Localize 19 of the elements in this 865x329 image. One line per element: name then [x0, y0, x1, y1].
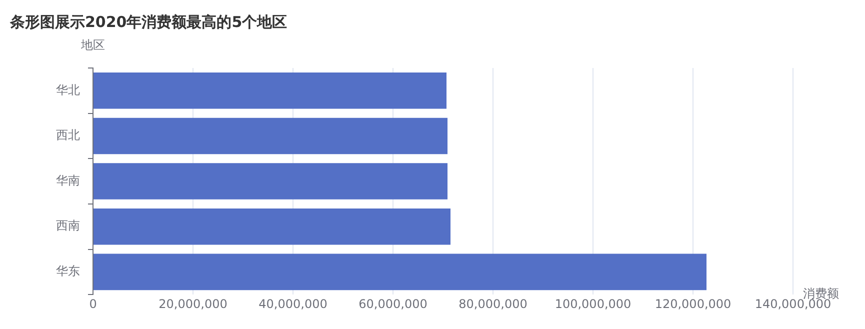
x-tick-label: 0: [89, 296, 97, 311]
bar: [94, 254, 706, 290]
bar: [94, 208, 450, 245]
x-tick-label: 120,000,000: [654, 296, 732, 311]
y-tick-label: 西南: [56, 218, 80, 233]
y-tick-label: 华东: [56, 264, 80, 278]
x-tick-label: 100,000,000: [554, 296, 632, 311]
x-tick-label: 80,000,000: [458, 296, 528, 311]
y-tick-label: 华北: [56, 82, 80, 97]
bar: [94, 72, 446, 109]
x-tick-label: 40,000,000: [258, 296, 328, 311]
y-tick-label: 西北: [56, 128, 80, 142]
y-tick-label: 华南: [56, 173, 80, 188]
chart-title: 条形图展示2020年消费额最高的5个地区: [9, 12, 288, 31]
bar: [94, 118, 448, 154]
bar: [94, 163, 448, 200]
y-axis-title: 地区: [80, 38, 105, 52]
x-tick-label: 20,000,000: [158, 296, 228, 311]
x-tick-label: 60,000,000: [358, 296, 428, 311]
